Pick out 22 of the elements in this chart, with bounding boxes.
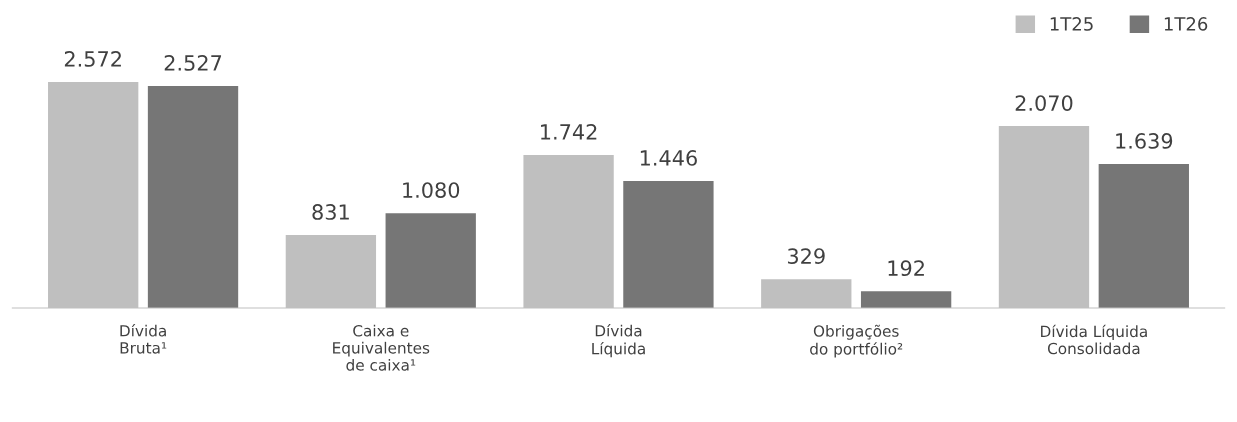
data-label: 192 — [888, 260, 924, 277]
data-label: 329 — [787, 248, 825, 264]
bar — [147, 85, 239, 309]
x-tick-label: Dívida Líquida Consolidada — [1041, 324, 1147, 355]
data-label: 831 — [312, 204, 349, 220]
data-label: 1.080 — [403, 182, 460, 198]
data-label: 1.446 — [640, 150, 697, 166]
data-label: 2.572 — [64, 51, 121, 67]
legend-label: 1T25 — [1050, 17, 1093, 31]
x-tick-label: Dívida Líquida — [592, 324, 645, 358]
data-label: 2.070 — [1015, 95, 1073, 111]
bar — [385, 213, 476, 309]
bar — [623, 180, 714, 309]
legend-label: 1T26 — [1164, 17, 1208, 31]
x-tick-label: Obrigações do portfólio² — [810, 324, 903, 358]
x-tick-label: Caixa e Equivalentes de caixa¹ — [333, 324, 430, 371]
x-tick-label: Dívida Bruta¹ — [120, 324, 167, 354]
data-label: 1.742 — [541, 124, 597, 140]
data-label: 1.639 — [1116, 133, 1173, 149]
bar — [860, 291, 952, 309]
bar — [1098, 164, 1189, 309]
data-label: 2.527 — [164, 55, 222, 71]
